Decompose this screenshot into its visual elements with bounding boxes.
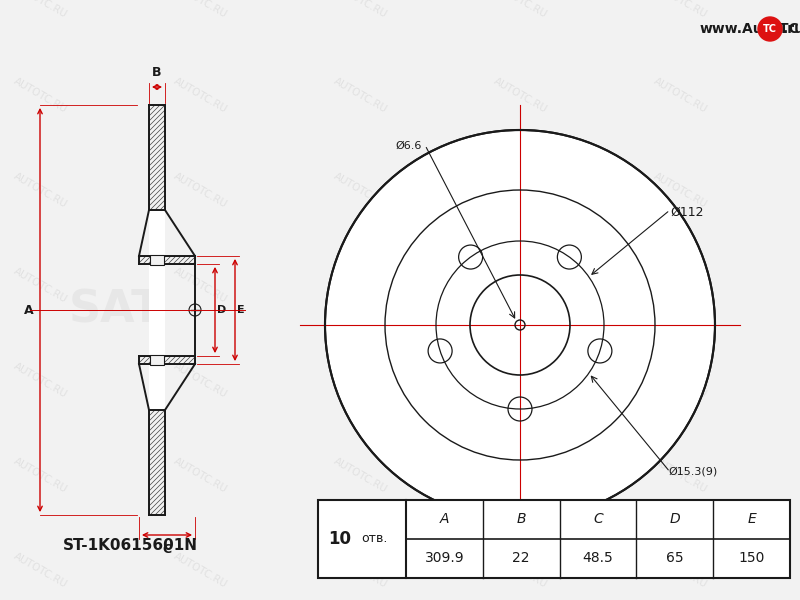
Text: AUTOTC.RU: AUTOTC.RU [11,170,69,209]
Text: SAT: SAT [462,298,578,352]
Text: AUTOTC.RU: AUTOTC.RU [331,455,389,494]
FancyBboxPatch shape [762,22,778,38]
Text: AUTOTC.RU: AUTOTC.RU [11,551,69,589]
Text: AUTOTC.RU: AUTOTC.RU [651,266,709,304]
Text: AUTOTC.RU: AUTOTC.RU [171,0,229,19]
PathPatch shape [149,105,165,210]
Text: AUTOTC.RU: AUTOTC.RU [651,170,709,209]
Text: AUTOTC.RU: AUTOTC.RU [331,170,389,209]
Text: AUTOTC.RU: AUTOTC.RU [171,361,229,400]
Text: D: D [670,512,680,526]
Text: 10: 10 [329,530,351,548]
Text: AUTOTC.RU: AUTOTC.RU [11,76,69,115]
Bar [318,500,790,578]
Text: AUTOTC.RU: AUTOTC.RU [171,76,229,115]
Text: AUTOTC.RU: AUTOTC.RU [331,551,389,589]
Text: B: B [152,66,162,79]
PathPatch shape [139,356,195,364]
Text: AUTOTC.RU: AUTOTC.RU [491,551,549,589]
Text: 65: 65 [666,551,684,565]
Text: AUTOTC.RU: AUTOTC.RU [331,76,389,115]
Text: E: E [747,512,756,526]
Text: A: A [440,512,449,526]
Text: AUTOTC.RU: AUTOTC.RU [491,170,549,209]
Text: AUTOTC.RU: AUTOTC.RU [171,551,229,589]
Text: Ø6.6: Ø6.6 [395,141,422,151]
Circle shape [325,130,715,520]
Bar [150,355,164,365]
Text: Ø15.3(9): Ø15.3(9) [668,466,718,476]
Text: A: A [24,304,34,317]
Text: AUTOTC.RU: AUTOTC.RU [171,266,229,304]
Text: AUTOTC.RU: AUTOTC.RU [171,455,229,494]
Text: отв.: отв. [361,533,387,545]
Text: 309.9: 309.9 [425,551,464,565]
Text: AUTOTC.RU: AUTOTC.RU [331,266,389,304]
Text: AUTOTC.RU: AUTOTC.RU [651,455,709,494]
PathPatch shape [139,256,195,264]
Text: Ø112: Ø112 [670,206,703,219]
Text: www.AutoTC.ru: www.AutoTC.ru [700,22,800,36]
Text: 48.5: 48.5 [582,551,614,565]
Text: .ru: .ru [783,22,800,36]
Bar [149,105,165,515]
Text: AUTOTC.RU: AUTOTC.RU [11,266,69,304]
Text: 150: 150 [738,551,765,565]
Text: AUTOTC.RU: AUTOTC.RU [491,76,549,115]
Text: 22: 22 [513,551,530,565]
Circle shape [758,17,782,41]
Text: AUTOTC.RU: AUTOTC.RU [491,361,549,400]
Text: ST-1K0615601N: ST-1K0615601N [62,538,198,553]
Text: AUTOTC.RU: AUTOTC.RU [11,0,69,19]
Text: AUTOTC.RU: AUTOTC.RU [651,0,709,19]
Bar [150,255,164,265]
Text: E: E [237,305,245,315]
Text: D: D [217,305,226,315]
Text: C: C [593,512,603,526]
PathPatch shape [149,410,165,515]
Text: AUTOTC.RU: AUTOTC.RU [651,76,709,115]
Text: AUTOTC.RU: AUTOTC.RU [11,361,69,400]
Text: AUTOTC.RU: AUTOTC.RU [491,266,549,304]
Text: B: B [517,512,526,526]
Text: TC: TC [763,24,777,34]
Text: AUTOTC.RU: AUTOTC.RU [331,361,389,400]
Text: SAT: SAT [68,289,162,331]
Text: C: C [162,543,171,556]
Text: AUTOTC.RU: AUTOTC.RU [11,455,69,494]
Text: AUTOTC.RU: AUTOTC.RU [171,170,229,209]
Text: AUTOTC.RU: AUTOTC.RU [651,551,709,589]
Text: AUTOTC.RU: AUTOTC.RU [491,0,549,19]
Text: AUTOTC.RU: AUTOTC.RU [651,361,709,400]
Text: AUTOTC.RU: AUTOTC.RU [491,455,549,494]
Text: AUTOTC.RU: AUTOTC.RU [331,0,389,19]
